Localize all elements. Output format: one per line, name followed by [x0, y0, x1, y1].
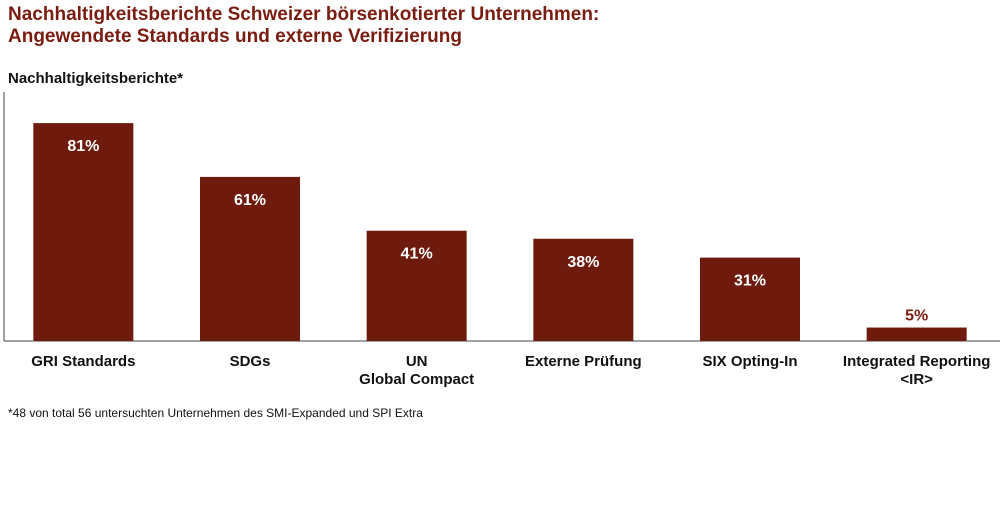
category-label-4: SIX Opting-In	[703, 353, 798, 370]
chart-title: Nachhaltigkeitsberichte Schweizer börsen…	[8, 4, 599, 48]
category-label-0: GRI Standards	[31, 353, 135, 370]
bar-4	[700, 257, 800, 341]
value-labels-group: 81% 61% 41% 38% 31% 5%	[67, 138, 928, 324]
category-label-3: Externe Prüfung	[525, 353, 642, 370]
bar-3	[533, 238, 634, 341]
category-label-5-line-1: <IR>	[900, 371, 933, 388]
category-label-2-line-0: UN	[406, 353, 428, 370]
bar-value-label-2: 41%	[401, 246, 433, 263]
category-label-2-line-1: Global Compact	[359, 371, 474, 388]
bar-5	[866, 327, 967, 341]
bar-1	[200, 176, 300, 341]
bars-group	[33, 123, 967, 341]
bar-2	[366, 230, 467, 341]
bar-value-label-4: 31%	[734, 273, 766, 290]
bar-value-label-3: 38%	[567, 254, 599, 271]
footnote: *48 von total 56 untersuchten Unternehme…	[8, 406, 423, 420]
chart-title-line-2: Angewendete Standards und externe Verifi…	[8, 26, 462, 47]
bar-value-label-1: 61%	[234, 192, 266, 209]
y-axis-label: Nachhaltigkeitsberichte*	[8, 70, 184, 87]
bar-0	[33, 123, 134, 341]
category-label-1: SDGs	[230, 353, 271, 370]
chart-title-line-1: Nachhaltigkeitsberichte Schweizer börsen…	[8, 4, 600, 25]
bar-value-label-5: 5%	[905, 308, 928, 325]
category-label-5-line-0: Integrated Reporting	[843, 353, 991, 370]
bar-value-label-0: 81%	[67, 138, 99, 155]
